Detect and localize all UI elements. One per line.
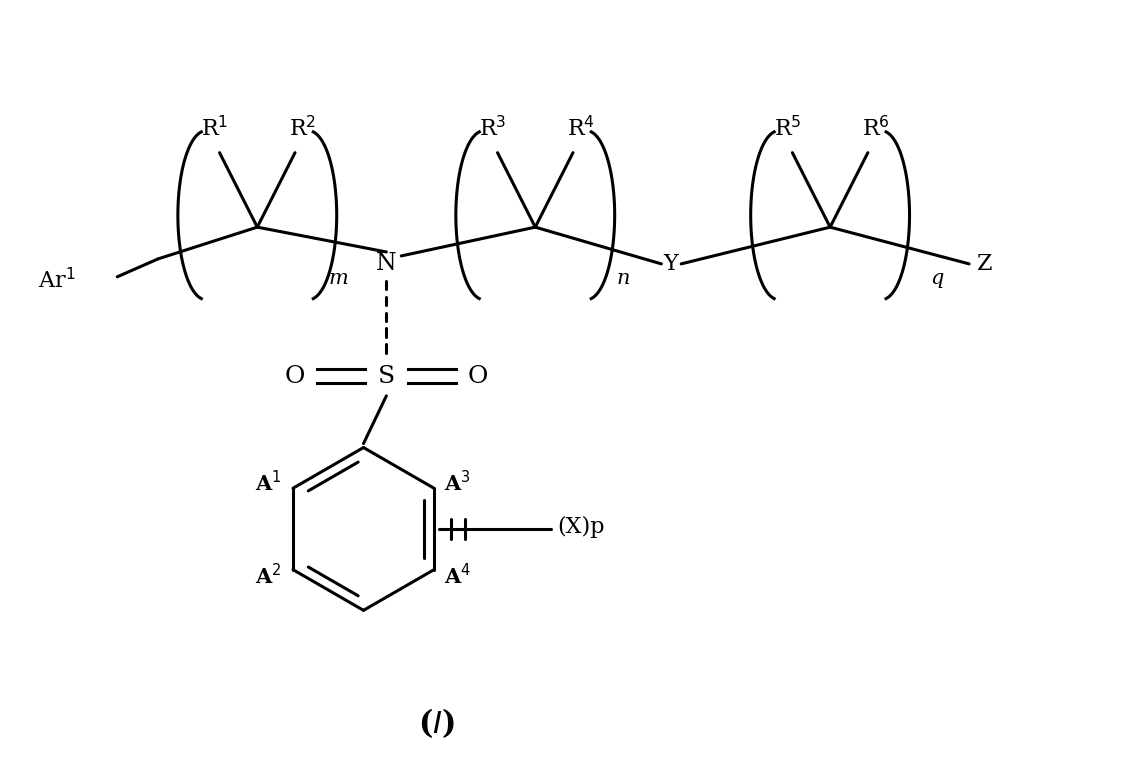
Text: R$^3$: R$^3$ (478, 115, 506, 141)
Text: Y: Y (664, 253, 678, 275)
Text: R$^5$: R$^5$ (773, 115, 802, 141)
Text: ($\it{I}$): ($\it{I}$) (418, 707, 455, 740)
Text: Z: Z (978, 253, 992, 275)
Text: R$^4$: R$^4$ (566, 115, 595, 141)
Text: R$^1$: R$^1$ (201, 115, 228, 141)
Text: N: N (376, 253, 396, 276)
Text: Ar$^1$: Ar$^1$ (38, 268, 75, 293)
Text: q: q (931, 269, 944, 288)
Text: A$^2$: A$^2$ (255, 563, 281, 588)
Text: O: O (467, 365, 488, 388)
Text: R$^2$: R$^2$ (289, 115, 316, 141)
Text: A$^4$: A$^4$ (444, 563, 471, 588)
Text: m: m (329, 269, 348, 288)
Text: A$^3$: A$^3$ (444, 470, 471, 495)
Text: O: O (284, 365, 305, 388)
Text: S: S (378, 365, 395, 388)
Text: n: n (617, 269, 630, 288)
Text: A$^1$: A$^1$ (255, 470, 281, 495)
Text: R$^6$: R$^6$ (862, 115, 890, 141)
Text: (X)p: (X)p (557, 516, 604, 538)
